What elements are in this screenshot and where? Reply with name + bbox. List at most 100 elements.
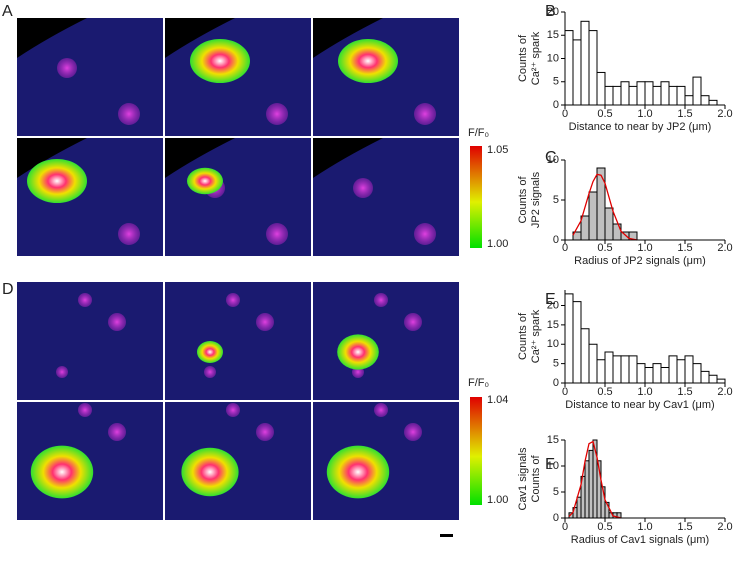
y-axis-label: Counts of (517, 312, 529, 360)
bar (620, 355, 630, 384)
bar (692, 363, 702, 384)
x-tick-label: 2.0 (717, 108, 732, 120)
y-axis-label: JP2 signals (530, 171, 542, 228)
colorbar-label: 1.05 (487, 144, 508, 156)
signal (337, 334, 379, 370)
cell-spot (78, 293, 92, 307)
bar (716, 378, 726, 384)
cell-spot (266, 103, 288, 125)
x-axis-label: Radius of Cav1 signals (μm) (571, 534, 709, 546)
bar (652, 363, 662, 384)
bar (580, 328, 590, 384)
bar (644, 81, 654, 106)
panel-label: A (2, 3, 13, 20)
cell-spot (374, 293, 388, 307)
x-tick-label: 1.5 (677, 242, 692, 254)
x-tick-label: 1.0 (637, 108, 652, 120)
x-tick-label: 2.0 (717, 242, 732, 254)
image-mask (17, 138, 87, 178)
x-tick-label: 1.0 (637, 521, 652, 533)
bar (676, 85, 686, 106)
cell-spot (56, 366, 68, 378)
y-axis-label: Counts of (517, 34, 529, 82)
cell-spot (226, 403, 240, 417)
x-tick-label: 0.5 (597, 521, 612, 533)
bar (628, 355, 638, 384)
image-panels (17, 18, 459, 520)
y-tick-label: 0 (553, 99, 559, 111)
y-tick-label: 15 (547, 434, 559, 446)
y-tick-label: 5 (553, 486, 559, 498)
x-tick-label: 2.0 (717, 386, 732, 398)
bar (612, 85, 622, 106)
x-tick-label: 1.5 (677, 386, 692, 398)
y-tick-label: 20 (547, 6, 559, 18)
bar (604, 207, 614, 241)
bar (596, 71, 606, 106)
x-axis-label: Radius of JP2 signals (μm) (574, 255, 706, 267)
bar (700, 370, 710, 384)
y-tick-label: 5 (553, 194, 559, 206)
bar (596, 359, 606, 384)
bar (612, 355, 622, 384)
bar (684, 95, 694, 106)
cell-spot (404, 313, 422, 331)
x-tick-label: 0 (562, 386, 568, 398)
x-tick-label: 1.0 (637, 386, 652, 398)
y-tick-label: 10 (547, 338, 559, 350)
x-tick-label: 0.5 (597, 386, 612, 398)
signal (187, 167, 223, 195)
x-axis-label: Distance to near by JP2 (μm) (569, 121, 712, 133)
signal (27, 159, 87, 203)
y-tick-label: 20 (547, 299, 559, 311)
bar (588, 449, 594, 519)
bar (676, 359, 686, 384)
cell-spot (266, 223, 288, 245)
y-axis-label: Counts of (530, 455, 542, 503)
cell-spot (57, 58, 77, 78)
bar (668, 355, 678, 384)
y-tick-label: 5 (553, 358, 559, 370)
x-tick-label: 0 (562, 242, 568, 254)
bar (572, 301, 582, 384)
bar (644, 367, 654, 384)
y-tick-label: 0 (553, 377, 559, 389)
bar (636, 81, 646, 106)
bar (620, 81, 630, 106)
cell-spot (404, 423, 422, 441)
fit-line (572, 173, 638, 241)
bar (668, 85, 678, 106)
bar (576, 496, 582, 519)
bar (580, 20, 590, 106)
bar (588, 343, 598, 384)
bar (604, 85, 614, 106)
bar (564, 30, 574, 106)
cell-spot (118, 103, 140, 125)
y-axis-label: Counts of (517, 176, 529, 224)
cell-spot (108, 423, 126, 441)
cell-spot (226, 293, 240, 307)
bar (604, 351, 614, 384)
y-tick-label: 10 (547, 52, 559, 64)
image-mask (165, 18, 235, 58)
x-tick-label: 2.0 (717, 521, 732, 533)
bar (708, 374, 718, 384)
cell-spot (78, 403, 92, 417)
signal (338, 39, 398, 83)
image-mask (313, 138, 383, 178)
x-tick-label: 0.5 (597, 242, 612, 254)
bar (628, 85, 638, 106)
y-tick-label: 15 (547, 319, 559, 331)
panel-label: F (545, 456, 555, 473)
y-tick-label: 10 (547, 154, 559, 166)
bar (564, 293, 574, 384)
x-axis-label: Distance to near by Cav1 (μm) (565, 399, 714, 411)
panel-label: B (545, 3, 556, 20)
y-tick-label: 15 (547, 29, 559, 41)
y-axis-label: Cav1 signals (517, 447, 529, 510)
bar (596, 167, 606, 241)
signal (197, 341, 223, 363)
fit-line (568, 440, 622, 519)
y-axis-label: Ca²⁺ spark (530, 31, 542, 85)
